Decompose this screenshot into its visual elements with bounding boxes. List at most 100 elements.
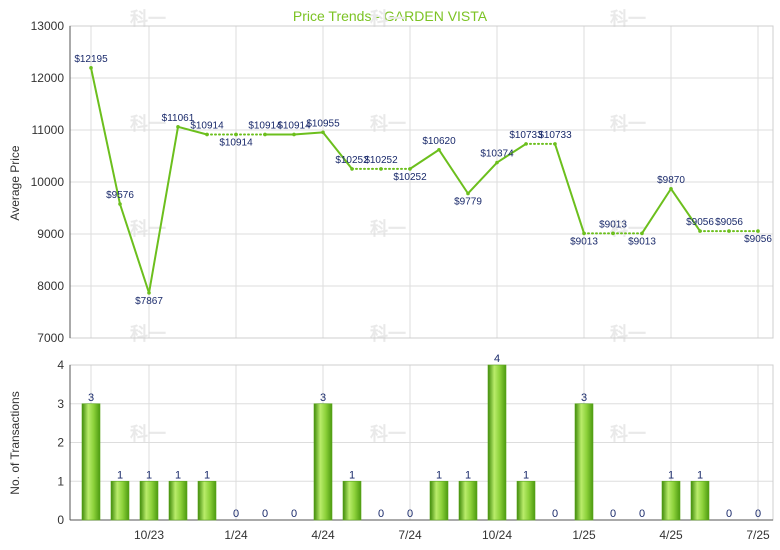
bar-data-label: 0	[610, 508, 616, 520]
data-labels: 3 1 1 1 1 0 0 0 3 1 0 0 1 1 4 1 0 3 0 0 1 1 0 0 $12195 $9576 $7867…	[74, 54, 772, 520]
bar-data-label: 1	[465, 469, 471, 481]
price-point	[669, 186, 673, 191]
price-y-tick-label: 13000	[31, 19, 65, 33]
transaction-bar	[110, 480, 130, 521]
transaction-bar	[661, 480, 681, 521]
price-data-label: $9013	[628, 236, 656, 247]
price-point	[756, 229, 760, 233]
price-line-segment	[467, 161, 498, 195]
transactions-y-tick-label: 4	[57, 358, 64, 372]
transactions-y-tick-label: 0	[57, 513, 64, 527]
watermark-text: 科一	[610, 8, 646, 30]
bar-data-label: 3	[88, 392, 94, 404]
price-data-label: $12195	[74, 54, 108, 65]
axis-layer: 700080009000100001100012000130000123410/…	[31, 19, 773, 542]
price-line-segment	[496, 142, 527, 164]
price-y-tick-label: 8000	[37, 279, 64, 293]
bar-data-label: 0	[262, 508, 268, 520]
price-point	[118, 202, 122, 206]
price-point	[292, 132, 296, 137]
watermark-text: 科一	[130, 8, 166, 30]
watermark-text: 科一	[370, 323, 406, 345]
price-data-label: $9870	[657, 175, 685, 186]
price-line-segment	[119, 203, 150, 294]
watermark-text: 科一	[370, 113, 406, 135]
transaction-bar	[690, 480, 710, 521]
price-data-label: $9056	[686, 217, 714, 228]
x-tick-label: 7/24	[398, 528, 422, 542]
transactions-axis-title: No. of Transactions	[8, 391, 22, 494]
price-point	[524, 142, 528, 146]
price-point	[466, 191, 470, 196]
price-data-label: $10914	[248, 120, 282, 131]
bar-data-label: 3	[320, 392, 326, 404]
price-data-label: $10914	[219, 137, 253, 148]
transaction-bar	[458, 480, 478, 521]
bar-data-label: 1	[175, 469, 181, 481]
price-data-label: $9013	[599, 219, 627, 230]
bar-data-label: 0	[378, 508, 384, 520]
price-point	[495, 160, 499, 165]
price-point	[89, 66, 93, 70]
price-data-label: $10252	[364, 155, 398, 166]
bar-series	[81, 364, 710, 521]
watermark-text: 科一	[610, 423, 646, 445]
transaction-bar	[342, 480, 362, 521]
price-point	[553, 142, 557, 146]
bar-data-label: 0	[233, 508, 239, 520]
price-point	[321, 130, 325, 135]
watermark-text: 科一	[130, 113, 166, 135]
price-line-segment	[438, 148, 469, 195]
price-point	[147, 291, 151, 295]
price-point	[263, 132, 267, 137]
price-data-label: $9576	[106, 190, 134, 201]
transactions-y-tick-label: 1	[57, 474, 64, 488]
price-data-label: $10955	[306, 118, 340, 129]
price-data-label: $11061	[162, 113, 195, 124]
price-point	[234, 132, 238, 137]
transaction-bar	[313, 403, 333, 521]
bar-data-label: 1	[117, 469, 123, 481]
bar-data-label: 0	[552, 508, 558, 520]
price-data-label: $9013	[570, 236, 598, 247]
transactions-y-tick-label: 2	[57, 436, 64, 450]
price-y-tick-label: 9000	[37, 227, 64, 241]
price-line-segment	[90, 66, 121, 206]
price-y-tick-label: 7000	[37, 331, 64, 345]
bar-data-label: 1	[436, 469, 442, 481]
x-tick-label: 1/24	[224, 528, 248, 542]
price-point	[176, 125, 180, 129]
price-point	[611, 231, 615, 236]
transaction-bar	[429, 480, 449, 521]
bar-data-label: 0	[291, 508, 297, 520]
bar-data-label: 0	[639, 508, 645, 520]
watermark-text: 科一	[370, 8, 406, 30]
chart-title: Price Trends - GARDEN VISTA	[293, 8, 488, 24]
watermark-text: 科一	[130, 423, 166, 445]
price-line-segment	[409, 148, 440, 170]
price-data-label: $10914	[190, 120, 224, 131]
price-point	[350, 167, 354, 171]
watermark-text: 科一	[370, 218, 406, 240]
bar-data-label: 1	[146, 469, 152, 481]
price-data-label: $9779	[454, 196, 482, 207]
price-line-segment	[641, 187, 672, 235]
x-tick-label: 4/25	[659, 528, 683, 542]
price-data-label: $10733	[509, 130, 543, 141]
bar-data-label: 1	[204, 469, 210, 481]
price-data-label: $10252	[335, 155, 369, 166]
price-data-label: $9056	[744, 234, 772, 245]
watermark-text: 科一	[130, 323, 166, 345]
bar-data-label: 0	[755, 508, 761, 520]
transaction-bar	[574, 403, 594, 521]
bar-data-label: 1	[349, 469, 355, 481]
transaction-bar	[168, 480, 188, 521]
transaction-bar	[516, 480, 536, 521]
price-point	[640, 231, 644, 236]
price-data-label: $9056	[715, 217, 743, 228]
price-y-tick-label: 12000	[31, 71, 65, 85]
x-tick-label: 1/25	[572, 528, 596, 542]
price-point	[582, 231, 586, 236]
